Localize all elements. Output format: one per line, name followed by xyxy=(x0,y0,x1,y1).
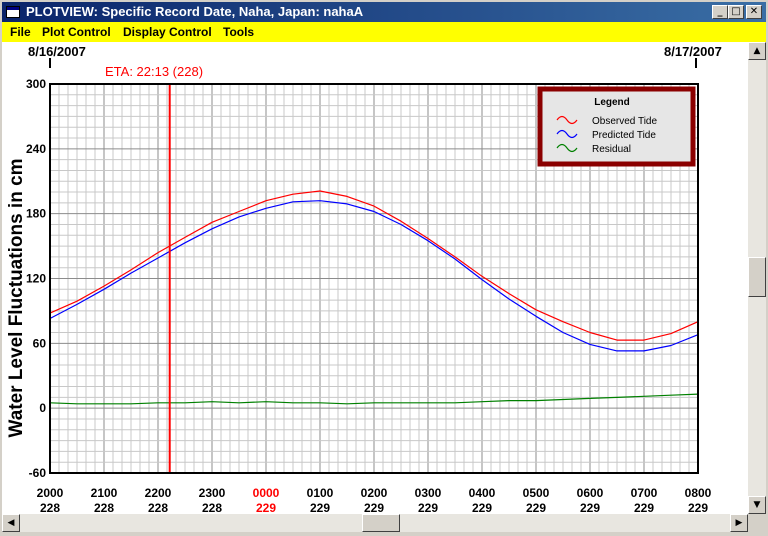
arrow-left-icon: ◀ xyxy=(7,518,15,528)
plot-area: 8/16/2007 8/17/2007 ETA: 22:13 (228) Wat… xyxy=(2,42,748,514)
plot-frame xyxy=(49,83,699,474)
x-tick-day-label: 228 xyxy=(40,501,60,514)
x-tick-time-label: 2100 xyxy=(91,486,118,500)
x-tick-day-label: 228 xyxy=(148,501,168,514)
x-tick-time-label: 2300 xyxy=(199,486,226,500)
legend-swatch-predicted-tide xyxy=(556,129,578,139)
menu-plot-control[interactable]: Plot Control xyxy=(42,25,111,39)
x-tick-day-label: 229 xyxy=(580,501,600,514)
title-bar[interactable]: PLOTVIEW: Specific Record Date, Naha, Ja… xyxy=(2,2,766,22)
x-tick-time-label: 0200 xyxy=(361,486,388,500)
x-tick-day-label: 229 xyxy=(256,501,276,514)
x-tick-time-label: 0800 xyxy=(685,486,712,500)
minimize-icon: _ xyxy=(717,6,723,17)
date-right-label: 8/17/2007 xyxy=(664,44,722,59)
x-tick-day-label: 229 xyxy=(418,501,438,514)
menu-bar: File Plot Control Display Control Tools xyxy=(2,22,766,42)
x-tick-time-label: 2000 xyxy=(37,486,64,500)
app-icon xyxy=(6,6,20,18)
menu-file[interactable]: File xyxy=(10,25,31,39)
legend-label-residual: Residual xyxy=(592,144,631,155)
x-tick-day-label: 229 xyxy=(364,501,384,514)
arrow-right-icon: ▶ xyxy=(735,518,743,528)
x-tick-time-label: 0000 xyxy=(253,486,280,500)
x-tick-day-label: 229 xyxy=(526,501,546,514)
y-axis-label: Water Level Fluctuations in cm xyxy=(6,158,27,437)
x-tick-day-label: 228 xyxy=(202,501,222,514)
close-icon: ✕ xyxy=(749,6,759,17)
eta-label: ETA: 22:13 (228) xyxy=(105,64,203,79)
x-tick-time-label: 0400 xyxy=(469,486,496,500)
legend-label-observed-tide: Observed Tide xyxy=(592,116,657,127)
x-tick-time-label: 0500 xyxy=(523,486,550,500)
x-tick-day-label: 229 xyxy=(634,501,654,514)
scroll-down-button[interactable]: ▼ xyxy=(748,496,766,514)
window-title: PLOTVIEW: Specific Record Date, Naha, Ja… xyxy=(26,4,364,19)
maximize-button[interactable]: □ xyxy=(728,5,744,19)
scroll-right-button[interactable]: ▶ xyxy=(730,514,748,532)
x-tick-time-label: 2200 xyxy=(145,486,172,500)
legend: Legend Observed Tide Predicted Tide Residu… xyxy=(537,86,696,167)
close-button[interactable]: ✕ xyxy=(746,5,762,19)
horizontal-scroll-thumb[interactable] xyxy=(362,514,400,532)
y-tick-label: 60 xyxy=(33,336,47,350)
x-tick-day-label: 229 xyxy=(472,501,492,514)
x-tick-time-label: 0300 xyxy=(415,486,442,500)
y-tick-label: -60 xyxy=(29,466,47,480)
scroll-up-button[interactable]: ▲ xyxy=(748,42,766,60)
x-tick-day-label: 228 xyxy=(94,501,114,514)
legend-label-predicted-tide: Predicted Tide xyxy=(592,130,656,141)
x-tick-time-label: 0700 xyxy=(631,486,658,500)
x-tick-day-label: 229 xyxy=(688,501,708,514)
legend-border xyxy=(537,86,696,167)
y-tick-label: 180 xyxy=(26,207,46,221)
maximize-icon: □ xyxy=(731,6,741,17)
y-tick-label: 240 xyxy=(26,142,46,156)
series-predicted-tide-line xyxy=(49,200,699,352)
arrow-up-icon: ▲ xyxy=(753,46,761,56)
legend-swatch-observed-tide xyxy=(556,115,578,125)
horizontal-scrollbar[interactable]: ◀ ▶ xyxy=(2,514,748,532)
series-residual-line xyxy=(49,393,699,405)
series-observed-tide-line xyxy=(49,190,699,341)
scrollbar-corner xyxy=(748,514,766,532)
legend-title: Legend xyxy=(594,97,630,108)
x-tick-time-label: 0100 xyxy=(307,486,334,500)
y-tick-label: 120 xyxy=(26,272,46,286)
x-tick-time-label: 0600 xyxy=(577,486,604,500)
minimize-button[interactable]: _ xyxy=(712,5,728,19)
vertical-scrollbar[interactable]: ▲ ▼ xyxy=(748,42,766,514)
y-tick-label: 0 xyxy=(39,401,46,415)
x-tick-day-label: 229 xyxy=(310,501,330,514)
menu-display-control[interactable]: Display Control xyxy=(123,25,212,39)
tide-chart: 8/16/2007 8/17/2007 ETA: 22:13 (228) Wat… xyxy=(6,44,722,514)
menu-tools[interactable]: Tools xyxy=(223,25,255,39)
scroll-left-button[interactable]: ◀ xyxy=(2,514,20,532)
date-left-label: 8/16/2007 xyxy=(28,44,86,59)
arrow-down-icon: ▼ xyxy=(753,500,761,510)
legend-swatch-residual xyxy=(556,143,578,153)
y-tick-label: 300 xyxy=(26,77,46,91)
vertical-scroll-thumb[interactable] xyxy=(748,257,766,297)
